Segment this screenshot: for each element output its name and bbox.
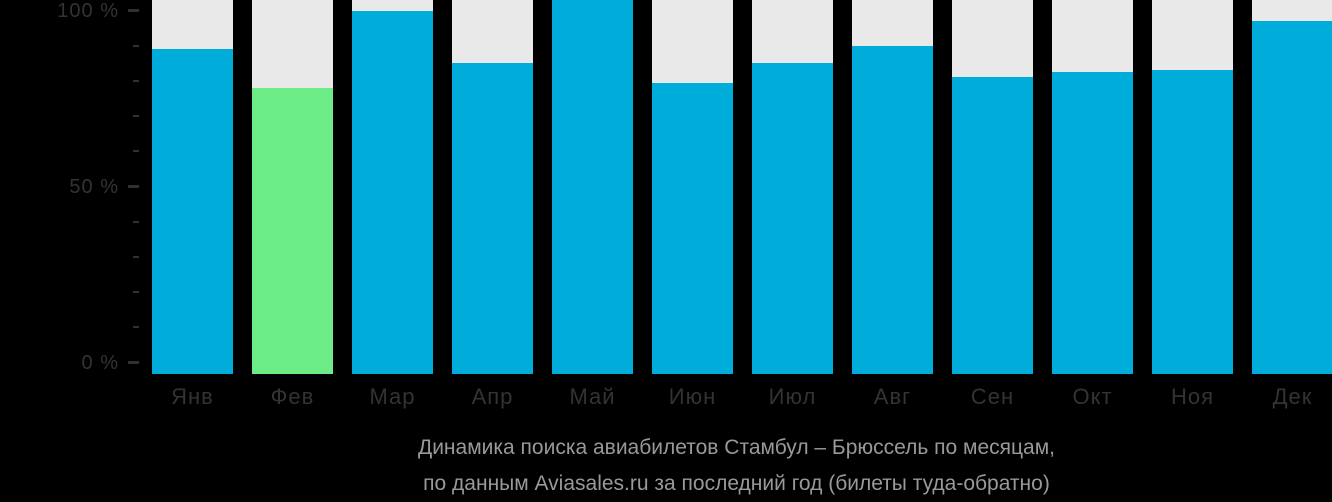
y-axis-major-tick [128,361,139,364]
bar-Янв [152,49,233,374]
column-background [1252,0,1332,374]
column-background [952,0,1033,374]
y-axis-major-tick [128,9,139,12]
y-axis-minor-tick [133,326,139,329]
month-label: Окт [1072,384,1113,409]
chart-caption: Динамика поиска авиабилетов Стамбул – Бр… [141,430,1332,502]
y-axis-tick-label: 100 % [57,0,119,22]
bar-Фев [252,87,333,374]
month-label: Фев [270,384,315,409]
bar-Мар [352,10,433,374]
column-background [1152,0,1233,374]
bar-Май [552,0,633,374]
column-background [152,0,233,374]
y-axis-minor-tick [133,115,139,118]
column-background [1052,0,1133,374]
y-axis-minor-tick [133,44,139,47]
bar-Авг [852,45,933,374]
month-label: Июн [668,384,717,409]
y-axis-minor-tick [133,150,139,153]
month-label: Мар [369,384,416,409]
column-background [252,0,333,374]
bar-Апр [452,63,533,374]
month-label: Авг [873,384,912,409]
bar-Ноя [1152,70,1233,374]
column-background [452,0,533,374]
column-background [352,0,433,374]
column-background [752,0,833,374]
chart-subtitle: по данным Aviasales.ru за последний год … [423,472,1050,495]
month-label: Апр [471,384,514,409]
y-axis-tick-label: 0 % [81,351,119,374]
bar-Июн [652,82,733,374]
bar-Дек [1252,21,1332,374]
y-axis-minor-tick [133,79,139,82]
column-background [652,0,733,374]
bar-Сен [952,77,1033,374]
y-axis-tick-label: 50 % [69,175,119,198]
month-label: Сен [970,384,1015,409]
month-label: Июл [768,384,817,409]
y-axis-minor-tick [133,255,139,258]
month-label: Ноя [1170,384,1215,409]
bar-Июл [752,63,833,374]
y-axis-major-tick [128,185,139,188]
bar-Окт [1052,72,1133,374]
month-label: Янв [171,384,214,409]
chart-title: Динамика поиска авиабилетов Стамбул – Бр… [417,436,1055,459]
y-axis-minor-tick [133,291,139,294]
month-label: Дек [1272,384,1313,409]
column-background [552,0,633,374]
column-background [852,0,933,374]
month-label: Май [569,384,616,409]
y-axis-minor-tick [133,220,139,223]
